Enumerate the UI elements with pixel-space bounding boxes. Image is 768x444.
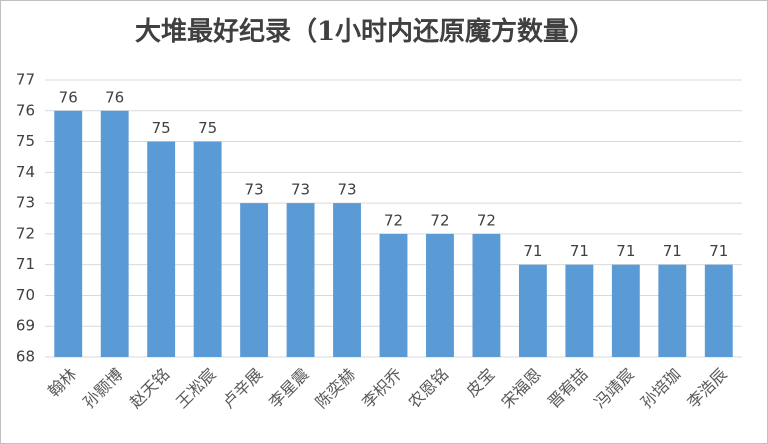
y-tick-label: 75: [16, 132, 35, 150]
data-label: 72: [430, 211, 449, 229]
bar: [704, 264, 733, 357]
y-tick-label: 69: [16, 317, 35, 335]
data-label: 73: [291, 181, 310, 199]
bar: [379, 233, 408, 357]
y-tick-label: 76: [16, 101, 35, 119]
bar: [240, 203, 269, 357]
data-label: 73: [337, 181, 356, 199]
bar: [333, 203, 361, 357]
bar: [518, 264, 547, 357]
data-label: 71: [709, 242, 728, 260]
y-tick-label: 77: [16, 71, 35, 89]
y-tick-label: 70: [16, 286, 35, 304]
bar: [426, 233, 454, 357]
bar: [472, 233, 501, 357]
data-label: 75: [152, 119, 171, 137]
bar: [100, 110, 129, 358]
y-tick-label: 72: [16, 224, 35, 242]
data-label: 71: [523, 242, 542, 260]
data-label: 72: [384, 211, 403, 229]
bar: [611, 264, 640, 357]
bar: [286, 203, 315, 357]
y-tick-label: 68: [16, 348, 35, 366]
data-label: 76: [105, 88, 124, 106]
y-tick-label: 73: [16, 194, 35, 212]
bar: [54, 110, 83, 358]
bar: [658, 264, 687, 357]
data-label: 72: [477, 211, 496, 229]
data-label: 71: [616, 242, 635, 260]
data-label: 71: [663, 242, 682, 260]
bar: [193, 141, 222, 357]
y-tick-label: 71: [16, 255, 35, 273]
data-label: 73: [245, 181, 264, 199]
chart-title: 大堆最好纪录（1小时内还原魔方数量）: [135, 16, 595, 47]
data-label: 75: [198, 119, 217, 137]
y-tick-label: 74: [16, 163, 35, 181]
bar: [147, 141, 176, 357]
bar: [565, 264, 594, 357]
data-label: 76: [59, 88, 78, 106]
data-label: 71: [570, 242, 589, 260]
